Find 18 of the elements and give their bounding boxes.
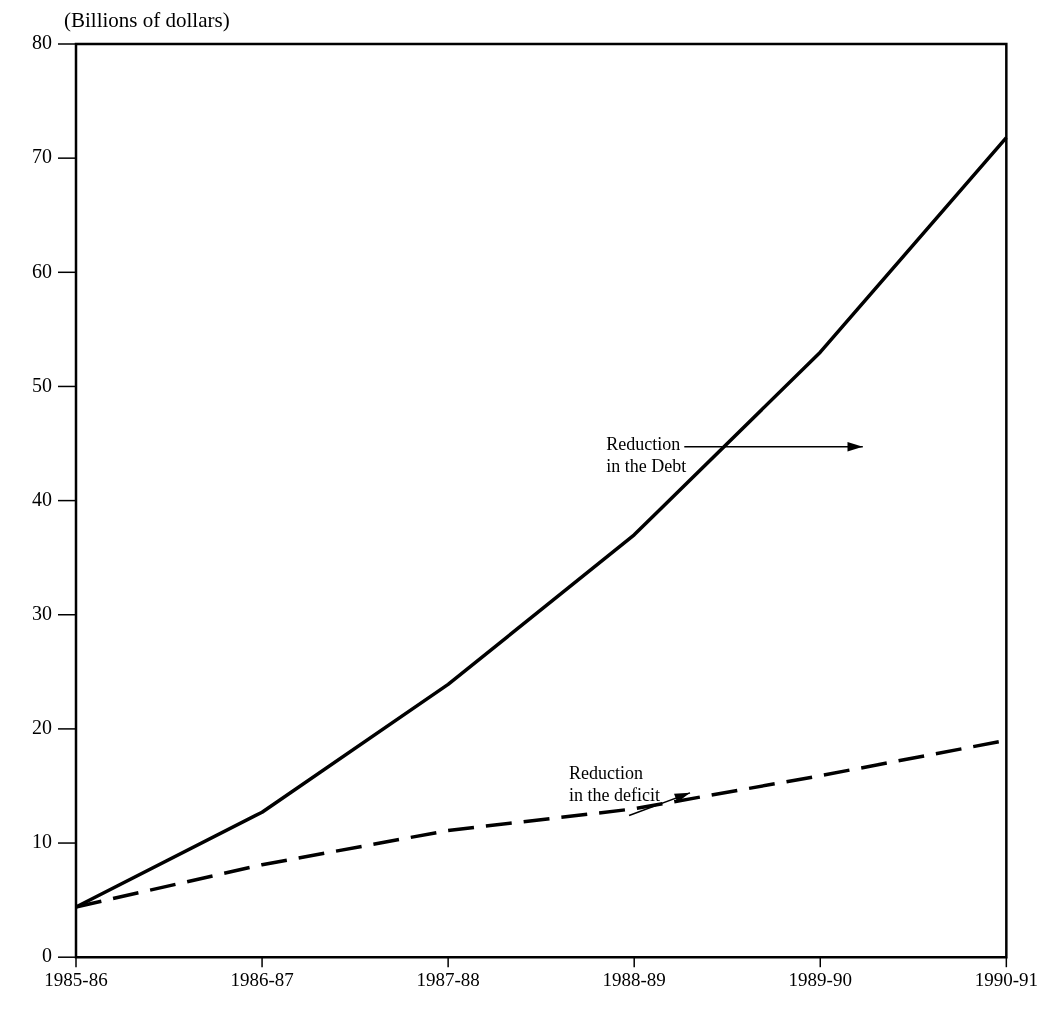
y-tick-label: 0 [42,944,52,967]
x-tick-label: 1987-88 [416,968,480,990]
y-tick-label: 30 [32,602,52,624]
series-label: Reduction in the Debt [606,434,687,477]
y-tick-label: 20 [32,716,52,739]
y-tick-label: 60 [32,259,52,282]
x-tick-label: 1990-91 [974,968,1038,990]
y-tick-label: 80 [32,31,52,54]
y-axis-title: (Billions of dollars) [64,8,230,33]
y-tick-label: 70 [32,145,52,168]
series-label: Reduction in the deficit [569,763,661,806]
y-tick-label: 50 [32,373,52,396]
y-tick-label: 40 [32,487,52,510]
y-tick-label: 10 [32,830,52,853]
x-tick-label: 1986-87 [230,968,294,990]
x-tick-label: 1989-90 [788,968,852,990]
x-tick-label: 1988-89 [602,968,666,990]
x-tick-label: 1985-86 [44,968,108,990]
